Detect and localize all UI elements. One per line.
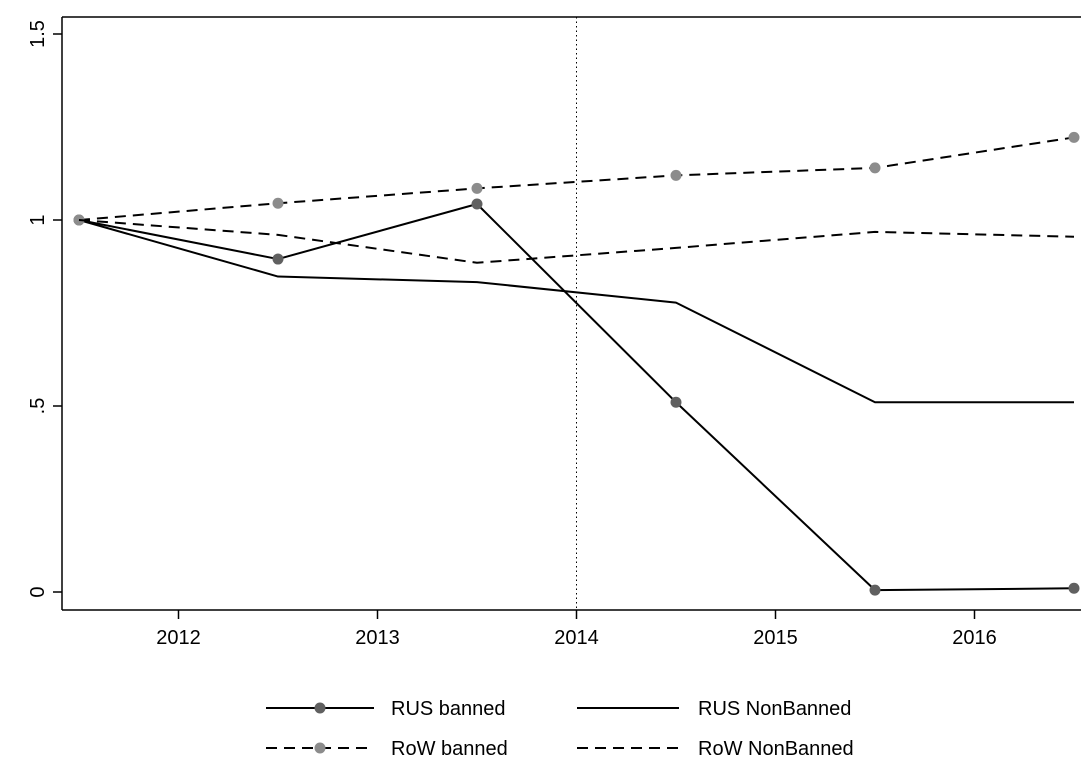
series-row-nonbanned [78,219,1075,264]
y-axis: 0 .5 1 1.5 [27,17,63,610]
x-tick-label: 2015 [753,627,798,649]
data-point-rus-banned [471,198,483,210]
legend-item-rus-banned: RUS banned [266,698,506,720]
data-point-rus-banned [670,396,682,408]
series-line-row-banned [78,136,1075,221]
y-tick-label: 0 [27,586,49,597]
legend-item-rus-nonbanned: RUS NonBanned [577,698,851,720]
series-rus-banned [73,198,1080,596]
y-tick-label: 1.5 [27,20,49,48]
data-point-row-banned [869,162,881,174]
series-line-rus-banned [78,203,1075,592]
data-point-row-banned [471,182,483,194]
legend-item-row-nonbanned: RoW NonBanned [577,738,854,760]
data-point-row-banned [272,197,284,209]
x-tick-label: 2016 [952,627,997,649]
legend-label-row-nonbanned: RoW NonBanned [698,738,854,760]
data-point-row-banned [1068,131,1080,143]
data-point-row-banned [670,169,682,181]
data-point-rus-banned [869,584,881,596]
x-tick-label: 2013 [355,627,400,649]
y-tick-label: 1 [27,214,49,225]
legend-marker-row-banned [314,742,326,754]
legend-label-rus-banned: RUS banned [391,698,506,720]
y-tick-label: .5 [27,398,49,415]
legend-marker-rus-banned [314,702,326,714]
series-line-rus-nonbanned [78,219,1074,404]
data-point-rus-banned [272,253,284,265]
series-rus-nonbanned [78,219,1074,404]
legend-label-row-banned: RoW banned [391,738,508,760]
x-tick-label: 2014 [554,627,599,649]
series-line-row-nonbanned [78,219,1075,264]
series-layer [73,131,1080,596]
legend-item-row-banned: RoW banned [266,738,508,760]
x-axis: 2012 2013 2014 2015 2016 [62,609,1081,649]
x-tick-label: 2012 [156,627,201,649]
data-point-rus-banned [1068,582,1080,594]
plot-area [62,16,1081,610]
legend-label-rus-nonbanned: RUS NonBanned [698,698,851,720]
legend: RUS banned RUS NonBanned RoW banned RoW Non… [266,698,854,760]
series-row-banned [73,131,1080,226]
